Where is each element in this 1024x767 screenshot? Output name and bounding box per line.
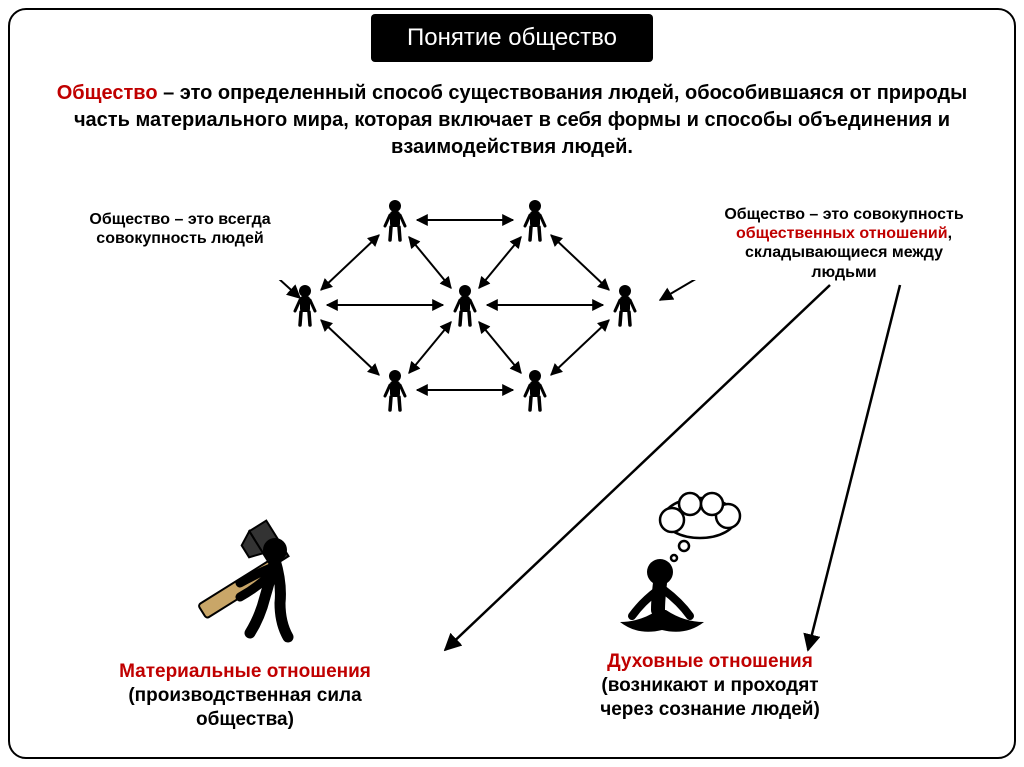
label-right-highlight: общественных отношений xyxy=(736,225,948,242)
title-banner: Понятие общество xyxy=(371,14,653,62)
people-network xyxy=(260,190,660,430)
person-icon xyxy=(295,285,315,325)
label-spiritual-sub1: (возникают и проходят xyxy=(550,674,870,698)
definition-body: – это определенный способ существования … xyxy=(74,82,967,158)
person-icon xyxy=(455,285,475,325)
label-left: Общество – это всегда совокупность людей xyxy=(80,210,280,248)
label-material-sub1: (производственная сила xyxy=(80,684,410,708)
network-arrows xyxy=(260,190,660,430)
label-left-line1: Общество – это всегда xyxy=(80,210,280,229)
person-icon xyxy=(615,285,635,325)
label-left-line2: совокупность людей xyxy=(80,229,280,248)
label-spiritual-sub2: через сознание людей) xyxy=(550,698,870,722)
figure-material xyxy=(180,505,330,645)
person-icon xyxy=(385,370,405,410)
label-spiritual-title: Духовные отношения xyxy=(550,650,870,674)
definition-text: Общество – это определенный способ сущес… xyxy=(30,80,994,161)
person-icon xyxy=(525,370,545,410)
label-right-line3: складывающиеся между людьми xyxy=(714,243,974,281)
figure-spiritual xyxy=(590,490,770,650)
label-right: Общество – это совокупность общественных… xyxy=(714,205,974,282)
label-material: Материальные отношения (производственная… xyxy=(80,660,410,731)
person-icon xyxy=(385,200,405,240)
label-material-sub2: общества) xyxy=(80,708,410,732)
label-right-comma: , xyxy=(948,225,952,242)
label-spiritual: Духовные отношения (возникают и проходят… xyxy=(550,650,870,721)
person-icon xyxy=(525,200,545,240)
label-material-title: Материальные отношения xyxy=(80,660,410,684)
label-right-line1: Общество – это совокупность xyxy=(714,205,974,224)
definition-highlight: Общество xyxy=(57,82,158,104)
